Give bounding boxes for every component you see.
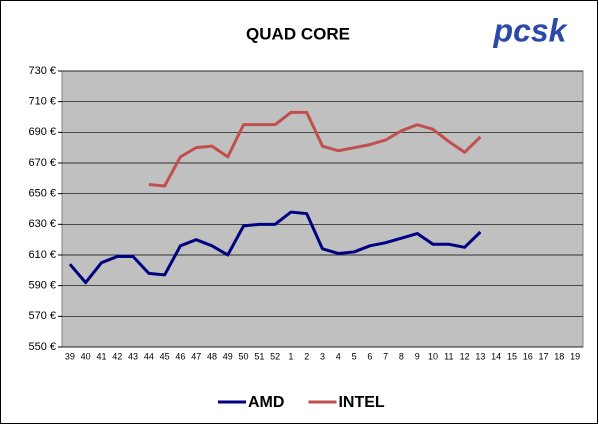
x-tick-label: 17 — [539, 351, 549, 361]
y-tick-label: 590 € — [28, 280, 56, 292]
x-tick-label: 42 — [112, 351, 122, 361]
y-tick-label: 650 € — [28, 188, 56, 200]
x-tick-label: 46 — [175, 351, 185, 361]
x-tick-label: 1 — [288, 351, 293, 361]
x-tick-label: 52 — [270, 351, 280, 361]
legend-label: INTEL — [338, 394, 384, 411]
x-tick-label: 43 — [128, 351, 138, 361]
plot-area — [61, 70, 584, 348]
chart-title: QUAD CORE — [246, 24, 350, 43]
x-tick-label: 48 — [207, 351, 217, 361]
x-tick-label: 4 — [336, 351, 341, 361]
y-tick-label: 570 € — [28, 310, 56, 322]
x-tick-label: 10 — [428, 351, 438, 361]
x-tick-label: 49 — [223, 351, 233, 361]
x-tick-label: 18 — [554, 351, 564, 361]
y-tick-label: 690 € — [28, 126, 56, 138]
y-tick-label: 630 € — [28, 218, 56, 230]
logo: pcsk — [493, 12, 569, 48]
x-tick-label: 50 — [239, 351, 249, 361]
x-tick-label: 13 — [475, 351, 485, 361]
series-line — [68, 210, 482, 285]
x-tick-label: 9 — [415, 351, 420, 361]
x-tick-label: 19 — [570, 351, 580, 361]
x-tick-label: 15 — [507, 351, 517, 361]
x-tick-label: 45 — [160, 351, 170, 361]
x-tick-label: 5 — [352, 351, 357, 361]
x-tick-label: 41 — [96, 351, 106, 361]
x-tick-label: 40 — [81, 351, 91, 361]
x-tick-label: 2 — [304, 351, 309, 361]
x-tick-label: 51 — [254, 351, 264, 361]
x-tick-label: 11 — [444, 351, 453, 361]
x-tick-label: 14 — [491, 351, 501, 361]
x-tick-label: 39 — [65, 351, 75, 361]
x-tick-label: 8 — [399, 351, 404, 361]
x-tick-label: 6 — [367, 351, 372, 361]
x-tick-label: 16 — [523, 351, 533, 361]
x-tick-label: 47 — [191, 351, 201, 361]
y-tick-label: 730 € — [28, 65, 56, 77]
y-tick-label: 710 € — [28, 96, 56, 108]
y-tick-label: 550 € — [28, 341, 56, 353]
x-tick-label: 12 — [460, 351, 470, 361]
series-line — [148, 110, 482, 188]
x-tick-label: 3 — [320, 351, 325, 361]
y-tick-label: 610 € — [28, 249, 56, 261]
y-tick-label: 670 € — [28, 157, 56, 169]
x-tick-label: 44 — [144, 351, 154, 361]
legend-label: AMD — [248, 394, 284, 411]
x-tick-label: 7 — [383, 351, 388, 361]
